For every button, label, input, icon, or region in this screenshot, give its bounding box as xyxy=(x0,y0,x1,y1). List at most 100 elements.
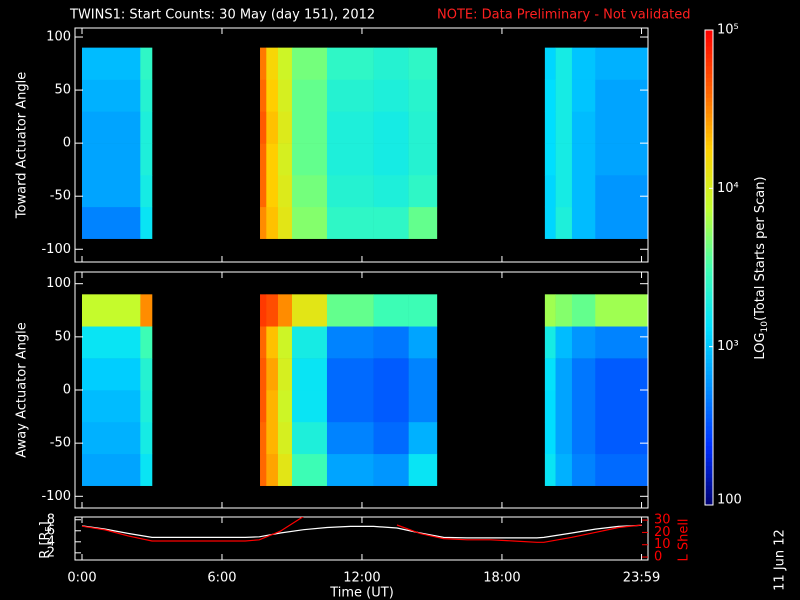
heat-cell xyxy=(571,326,596,359)
heat-cell xyxy=(595,390,649,423)
colorbar-swatch xyxy=(705,89,713,94)
heat-cell xyxy=(408,358,438,391)
heat-cell xyxy=(277,79,293,112)
colorbar-swatch xyxy=(705,497,713,502)
colorbar-swatch xyxy=(705,223,713,229)
colorbar-swatch xyxy=(705,73,713,78)
heat-cell xyxy=(571,421,596,455)
y2-tick-label: 30 xyxy=(654,513,671,528)
colorbar-swatch xyxy=(705,77,713,82)
colorbar-swatch xyxy=(705,168,713,173)
colorbar-tick-label: 10⁴ xyxy=(717,181,739,196)
colorbar-swatch xyxy=(705,283,713,288)
colorbar-swatch xyxy=(705,227,713,233)
colorbar-swatch xyxy=(705,295,713,300)
colorbar-swatch xyxy=(705,30,713,35)
y-tick-label: 2 xyxy=(47,545,55,560)
heat-cell xyxy=(373,453,409,486)
heat-cell xyxy=(326,421,374,455)
colorbar-swatch xyxy=(705,164,713,170)
y-tick-label: 0 xyxy=(63,383,71,398)
colorbar-swatch xyxy=(705,140,713,146)
heat-cell xyxy=(571,143,596,176)
y-tick-label: -100 xyxy=(41,489,71,504)
heat-cell xyxy=(544,79,556,112)
heat-cell xyxy=(260,421,267,455)
heat-cell xyxy=(140,206,153,239)
heat-cell xyxy=(571,453,596,486)
y-tick-label: 6 xyxy=(47,523,55,538)
colorbar-swatch xyxy=(705,469,713,474)
colorbar-swatch xyxy=(705,410,713,415)
colorbar-swatch xyxy=(705,69,713,75)
colorbar-swatch xyxy=(705,386,713,391)
colorbar-swatch xyxy=(705,421,713,427)
colorbar-swatch xyxy=(705,148,713,154)
y-tick-label: 4 xyxy=(47,534,55,549)
colorbar-swatch xyxy=(705,311,713,316)
colorbar-swatch xyxy=(705,307,713,312)
colorbar-swatch xyxy=(705,291,713,296)
colorbar-swatch xyxy=(705,188,713,193)
heat-cell xyxy=(373,174,409,208)
colorbar-swatch xyxy=(705,382,713,387)
colorbar-swatch xyxy=(705,453,713,458)
colorbar-swatch xyxy=(705,184,713,189)
heat-cell xyxy=(326,326,374,359)
colorbar-swatch xyxy=(705,204,713,209)
colorbar-swatch xyxy=(705,287,713,292)
heat-cell xyxy=(555,174,573,208)
heat-cell xyxy=(266,326,279,359)
heat-cell xyxy=(291,358,328,391)
y-tick-label: 0 xyxy=(63,136,71,151)
heat-cell xyxy=(408,174,438,208)
heat-cell xyxy=(140,390,153,423)
heat-cell xyxy=(595,294,649,327)
colorbar-swatch xyxy=(705,279,713,284)
heat-cell xyxy=(373,206,409,239)
heat-cell xyxy=(140,358,153,391)
heat-cell xyxy=(595,79,649,112)
colorbar-swatch xyxy=(705,366,713,371)
chart-title: TWINS1: Start Counts: 30 May (day 151), … xyxy=(69,8,375,23)
heat-cell xyxy=(571,358,596,391)
colorbar-swatch xyxy=(705,176,713,181)
heat-cell xyxy=(277,47,293,80)
colorbar-swatch xyxy=(705,350,713,356)
heat-cell xyxy=(266,294,279,327)
colorbar-swatch xyxy=(705,93,713,98)
colorbar-swatch xyxy=(705,378,713,383)
heat-cell xyxy=(408,390,438,423)
x-tick-label: 18:00 xyxy=(483,571,520,586)
heat-cell xyxy=(291,47,328,80)
colorbar-swatch xyxy=(705,235,713,241)
heat-cell xyxy=(326,47,374,80)
colorbar-swatch xyxy=(705,406,713,411)
heat-cell xyxy=(373,358,409,391)
colorbar-tick-label: 10³ xyxy=(717,339,739,354)
colorbar-swatch xyxy=(705,299,713,304)
colorbar-swatch xyxy=(705,402,713,407)
heat-cell xyxy=(595,111,649,144)
heat-cell xyxy=(373,111,409,144)
colorbar-swatch xyxy=(705,81,713,86)
heat-cell xyxy=(326,390,374,423)
heat-cell xyxy=(277,421,293,455)
y-tick-label: 100 xyxy=(46,30,71,45)
colorbar-swatch xyxy=(705,45,713,51)
heat-cell xyxy=(373,390,409,423)
colorbar-swatch xyxy=(705,374,713,379)
colorbar-swatch xyxy=(705,358,713,363)
colorbar-swatch xyxy=(705,113,713,118)
colorbar-label-part: (Total Starts per Scan) xyxy=(753,176,768,321)
heat-cell xyxy=(260,453,267,486)
y-tick-label: 8 xyxy=(47,512,55,527)
heat-cell xyxy=(277,294,293,327)
heat-cell xyxy=(595,174,649,208)
heat-cell xyxy=(266,390,279,423)
heat-cell xyxy=(81,421,141,455)
heat-cell xyxy=(555,143,573,176)
note: NOTE: Data Preliminary - Not validated xyxy=(437,8,691,23)
colorbar-swatch xyxy=(705,216,713,221)
